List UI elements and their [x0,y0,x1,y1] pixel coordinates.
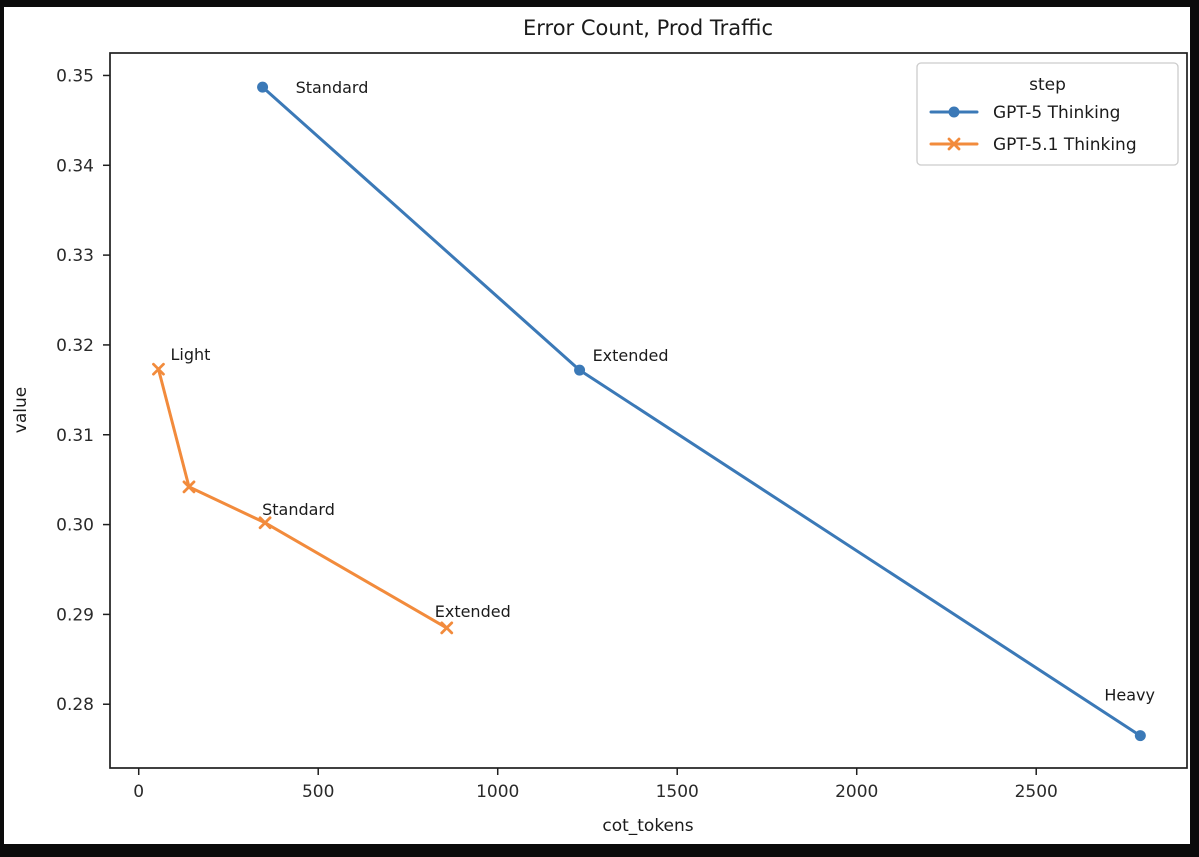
axes-spines [109,52,1188,769]
series-line-gpt-5-1-thinking [157,367,449,630]
y-tick-label: 0.33 [56,246,94,266]
point-annotation: Standard [296,78,369,97]
y-tick-label: 0.34 [56,156,94,176]
legend-marker-x-icon [947,137,961,151]
data-point-marker-gpt-5-1-thinking [152,362,165,376]
y-tick-label: 0.28 [56,695,94,715]
point-annotation: Heavy [1104,686,1155,705]
legend-box [916,62,1179,166]
x-tick-label: 1000 [476,782,519,802]
y-tick-label: 0.32 [56,336,94,356]
data-point-marker-gpt-5-thinking [257,81,269,93]
series-line-gpt-5-thinking [261,85,1142,738]
y-tick-label: 0.35 [56,66,94,86]
data-point-marker-gpt-5-thinking [1134,730,1146,742]
y-tick-label: 0.29 [56,605,94,625]
legend-marker-circle-icon [948,106,960,118]
x-tick-label: 2000 [835,782,878,802]
y-axis-label: value [11,387,31,433]
data-point-marker-gpt-5-thinking [574,364,586,376]
point-annotation: Standard [262,500,335,519]
legend-entry-label: GPT-5.1 Thinking [993,135,1137,155]
x-tick-label: 2500 [1015,782,1058,802]
legend-entry-label: GPT-5 Thinking [993,103,1120,123]
point-annotation: Extended [593,346,669,365]
y-tick-label: 0.30 [56,516,94,536]
point-annotation: Light [170,345,210,364]
y-tick-label: 0.31 [56,426,94,446]
chart-title: Error Count, Prod Traffic [523,16,773,40]
x-tick-label: 0 [133,782,144,802]
x-tick-label: 500 [302,782,334,802]
plot-area: 0 500 1000 1500 2000 2500 0.28 0.29 0.30 0.31 0.32… [56,52,1188,802]
point-annotation: Extended [435,602,511,621]
x-tick-label: 1500 [656,782,699,802]
legend-title: step [1029,75,1066,95]
data-point-marker-gpt-5-1-thinking [182,480,196,494]
data-point-marker-gpt-5-1-thinking [258,516,272,530]
data-point-marker-gpt-5-1-thinking [440,621,454,635]
x-axis-label: cot_tokens [602,816,693,836]
